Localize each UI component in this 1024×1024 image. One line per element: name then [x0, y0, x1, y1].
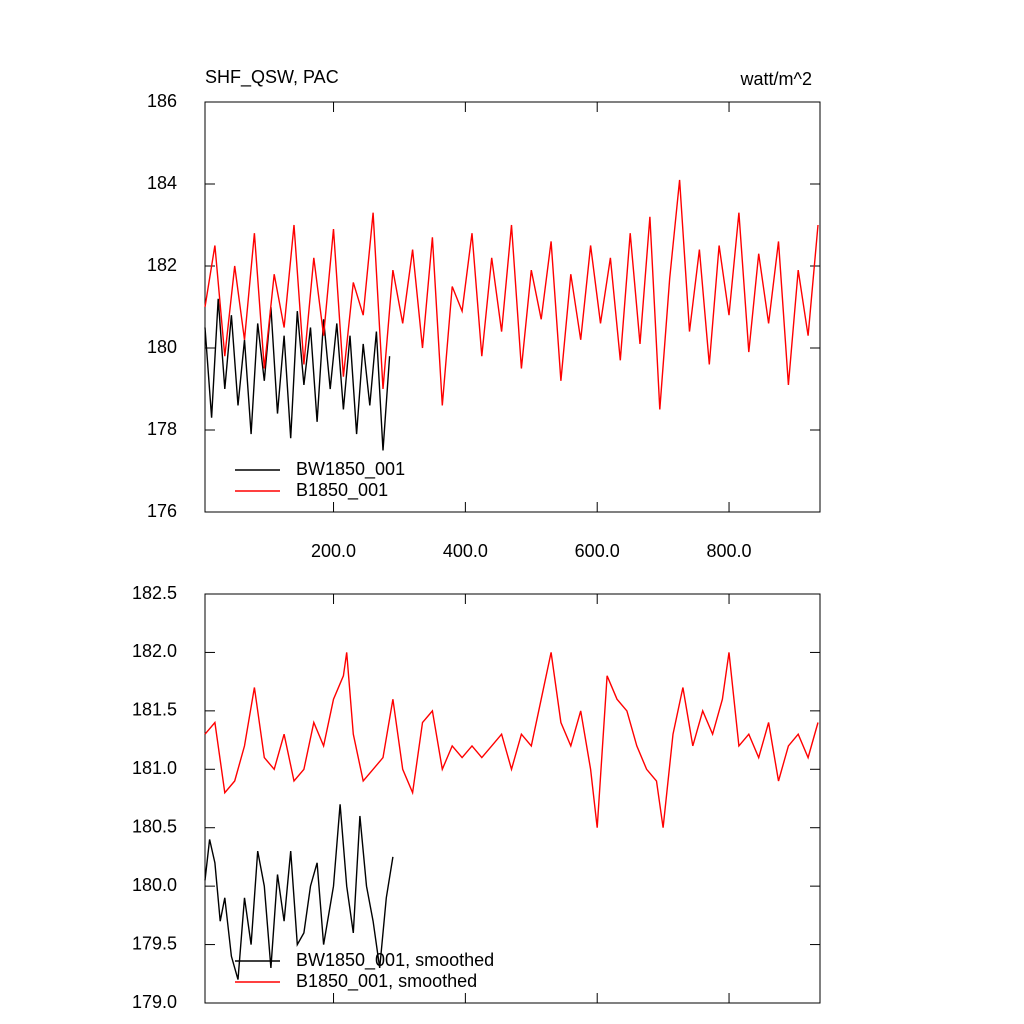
y-tick-label: 181.5: [132, 700, 177, 720]
chart-title: SHF_QSW, PAC: [205, 67, 339, 88]
y-tick-label: 176: [147, 501, 177, 521]
y-tick-label: 179.5: [132, 933, 177, 953]
legend-label: BW1850_001: [296, 459, 405, 480]
data-line: [204, 652, 819, 828]
data-line: [204, 179, 819, 410]
y-tick-label: 180.5: [132, 816, 177, 836]
x-tick-label: 600.0: [575, 541, 620, 561]
legend-label: B1850_001, smoothed: [296, 971, 477, 992]
x-tick-label: 400.0: [443, 541, 488, 561]
legend-label: B1850_001: [296, 480, 388, 501]
y-tick-label: 178: [147, 419, 177, 439]
y-tick-label: 184: [147, 173, 177, 193]
y-tick-label: 182.5: [132, 583, 177, 603]
x-tick-label: 200.0: [311, 541, 356, 561]
y-tick-label: 182.0: [132, 641, 177, 661]
y-tick-label: 181.0: [132, 758, 177, 778]
y-tick-label: 179.0: [132, 992, 177, 1012]
y-tick-label: 186: [147, 91, 177, 111]
legend-label: BW1850_001, smoothed: [296, 950, 494, 971]
units-label: watt/m^2: [740, 69, 812, 89]
y-tick-label: 180.0: [132, 875, 177, 895]
plot-frame: [204, 593, 821, 1004]
y-tick-label: 182: [147, 255, 177, 275]
x-tick-label: 800.0: [707, 541, 752, 561]
data-line: [204, 298, 391, 451]
data-line: [204, 804, 394, 980]
y-tick-label: 180: [147, 337, 177, 357]
